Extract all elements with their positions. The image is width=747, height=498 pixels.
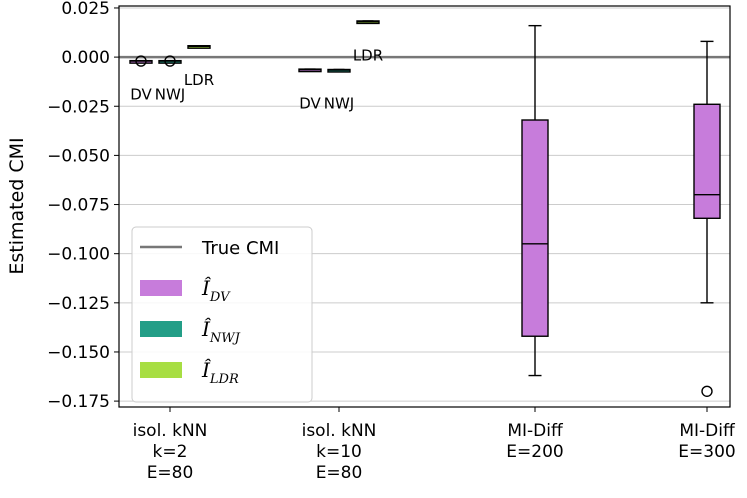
box-dv xyxy=(521,24,549,377)
y-tick-label: −0.050 xyxy=(47,146,110,166)
legend-label: True CMI xyxy=(201,238,279,259)
box-dv xyxy=(298,68,322,73)
box-annotation: DV xyxy=(130,85,152,103)
legend-label: ÎLDR xyxy=(201,358,239,387)
box-ldr xyxy=(187,45,211,49)
box-nwj xyxy=(158,55,182,67)
y-axis-title: Estimated CMI xyxy=(6,137,28,274)
legend-patch-swatch xyxy=(140,321,182,337)
box-dv xyxy=(693,40,721,397)
y-tick-label: 0.025 xyxy=(61,0,110,19)
outlier-point xyxy=(135,55,147,67)
outlier-point xyxy=(701,385,713,397)
y-tick-label: −0.100 xyxy=(47,245,110,265)
y-tick-label: −0.025 xyxy=(47,97,110,117)
y-tick-label: −0.075 xyxy=(47,196,110,216)
box-iqr xyxy=(521,119,549,337)
box-ldr xyxy=(356,20,380,25)
legend-label: ÎNWJ xyxy=(201,317,241,346)
axis-layer: 0.025 0.000 −0.025 −0.050 −0.075 −0.100 −0.125… xyxy=(47,0,736,483)
box-annotation: NWJ xyxy=(324,95,354,113)
y-tick-label: −0.125 xyxy=(47,294,110,314)
legend-patch-swatch xyxy=(140,280,182,296)
box-annotation: NWJ xyxy=(155,85,185,103)
legend-frame xyxy=(131,226,313,403)
x-tick-label: isol. kNN k=2 E=80 xyxy=(133,421,208,483)
legend-patch-swatch xyxy=(140,362,182,378)
box-iqr xyxy=(693,103,721,219)
y-tick-label: −0.150 xyxy=(47,343,110,363)
x-tick-label: isol. kNN k=10 E=80 xyxy=(302,421,377,483)
y-tick-label: 0.000 xyxy=(61,48,110,68)
plot-frame xyxy=(118,5,731,408)
x-tick-label: MI-Diff E=200 xyxy=(506,421,564,462)
legend: True CMI ÎDV ÎNWJ ÎLDR xyxy=(131,226,313,403)
box-annotation: DV xyxy=(299,94,321,112)
y-tick-label: −0.175 xyxy=(47,392,110,412)
box-nwj xyxy=(327,68,351,73)
box-annotation: LDR xyxy=(184,71,214,89)
box-annotation: LDR xyxy=(353,47,383,65)
legend-label: ÎDV xyxy=(201,276,231,305)
box-layer xyxy=(129,20,721,397)
x-tick-label: MI-Diff E=300 xyxy=(678,421,736,462)
box-dv xyxy=(129,55,153,67)
outlier-point xyxy=(164,55,176,67)
